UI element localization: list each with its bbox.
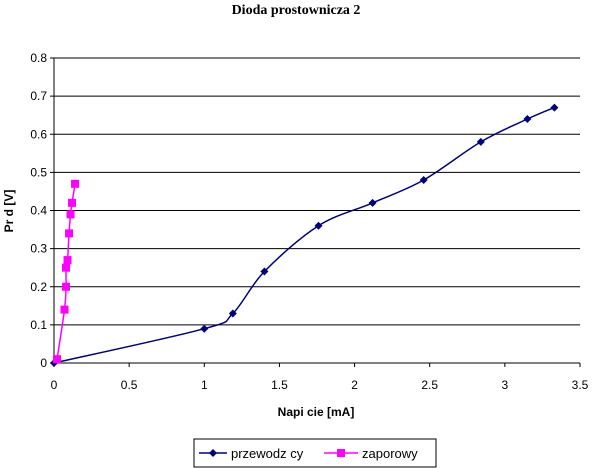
data-point (60, 305, 69, 314)
data-point (66, 210, 75, 219)
x-tick-label: 0.5 (121, 378, 138, 392)
series (50, 103, 559, 367)
y-tick-label: 0 (40, 356, 47, 370)
tick-labels: 0 0.1 0.2 0.3 0.4 0.5 0.6 0.7 0.8 0 0.5 1 1.5 2 2.5 3 3.… (30, 51, 588, 392)
data-point (260, 267, 269, 276)
legend-marker-przewodzacy (209, 449, 217, 457)
data-point (228, 309, 237, 318)
y-tick-label: 0.5 (30, 165, 47, 179)
data-point (62, 263, 71, 272)
axes (50, 57, 581, 367)
x-tick-label: 0 (51, 378, 58, 392)
y-tick-label: 0.7 (30, 89, 47, 103)
data-point (53, 355, 62, 364)
grid (54, 57, 580, 326)
y-tick-label: 0.8 (30, 51, 47, 65)
series-1 (53, 179, 80, 364)
series-0 (50, 103, 559, 367)
x-tick-label: 1 (201, 378, 208, 392)
data-point (63, 256, 72, 265)
data-point (314, 221, 323, 230)
x-axis-label: Napi cie [mA] (278, 405, 355, 419)
y-tick-label: 0.2 (30, 280, 47, 294)
legend: przewodz cy zaporowy (193, 438, 437, 468)
x-tick-label: 2.5 (421, 378, 438, 392)
data-point (62, 282, 71, 291)
x-tick-label: 2 (351, 378, 358, 392)
y-tick-label: 0.4 (30, 204, 47, 218)
data-point (368, 198, 377, 207)
data-point (200, 324, 209, 333)
data-point (523, 115, 532, 123)
data-point (65, 229, 74, 238)
y-tick-label: 0.6 (30, 127, 47, 141)
y-tick-label: 0.3 (30, 242, 47, 256)
y-axis-label: Pr d [V] (2, 190, 16, 233)
data-point (419, 176, 428, 184)
chart-title: Dioda prostownicza 2 (232, 3, 361, 18)
data-point (68, 198, 77, 207)
legend-label-zaporowy: zaporowy (362, 446, 418, 461)
legend-box (193, 438, 437, 468)
data-point (71, 179, 80, 188)
y-tick-label: 0.1 (30, 318, 47, 332)
x-tick-label: 3 (502, 378, 509, 392)
x-tick-label: 3.5 (572, 378, 589, 392)
legend-marker-zaporowy (337, 449, 345, 457)
data-point (476, 137, 485, 146)
legend-label-przewodzacy: przewodz cy (231, 446, 304, 461)
data-point (550, 103, 559, 112)
x-tick-label: 1.5 (271, 378, 288, 392)
